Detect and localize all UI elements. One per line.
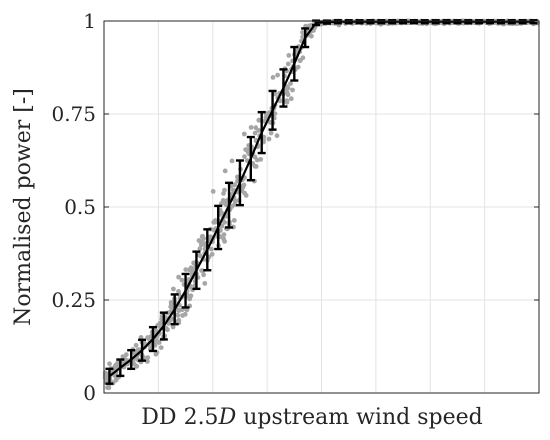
x-axis-label-prefix: DD 2.5 bbox=[141, 405, 218, 430]
scatter-point bbox=[199, 268, 205, 273]
scatter-point bbox=[176, 274, 182, 280]
scatter-point bbox=[176, 317, 182, 323]
scatter-point bbox=[268, 130, 274, 136]
scatter-point bbox=[210, 189, 216, 194]
y-tick-label: 0 bbox=[83, 381, 96, 405]
scatter-point bbox=[221, 232, 227, 238]
scatter-point bbox=[168, 300, 174, 305]
scatter-point bbox=[243, 147, 249, 153]
scatter-point bbox=[284, 90, 290, 96]
scatter-point bbox=[120, 354, 126, 359]
scatter-point bbox=[286, 53, 292, 58]
x-axis-label: DD 2.5D upstream wind speed bbox=[141, 405, 482, 430]
scatter-point bbox=[252, 130, 258, 136]
scatter-point bbox=[170, 324, 176, 330]
scatter-point bbox=[180, 313, 185, 318]
scatter-point bbox=[288, 81, 293, 86]
scatter-point bbox=[222, 168, 228, 174]
scatter-point bbox=[221, 236, 227, 242]
y-axis-label: Normalised power [-] bbox=[11, 88, 36, 326]
scatter-point bbox=[153, 351, 159, 357]
scatter-point bbox=[183, 267, 189, 272]
scatter-point bbox=[232, 182, 238, 188]
scatter-point bbox=[188, 265, 194, 271]
scatter-point bbox=[231, 218, 237, 223]
scatter-point bbox=[252, 154, 258, 160]
scatter-point bbox=[241, 131, 247, 137]
y-tick-label: 1 bbox=[83, 9, 96, 33]
scatter-point bbox=[156, 340, 162, 345]
scatter-point bbox=[187, 296, 193, 302]
scatter-point bbox=[103, 373, 109, 379]
scatter-point bbox=[169, 305, 175, 311]
scatter-point bbox=[285, 61, 291, 67]
scatter-point bbox=[158, 345, 164, 350]
scatter-point bbox=[131, 361, 137, 367]
scatter-point bbox=[201, 236, 207, 242]
scatter-point bbox=[221, 191, 226, 196]
scatter-point bbox=[209, 251, 215, 257]
scatter-point bbox=[107, 361, 112, 367]
scatter-point bbox=[288, 96, 294, 102]
y-axis-ticks: 0 0.25 0.5 0.75 1 bbox=[51, 9, 539, 405]
scatter-point bbox=[242, 190, 248, 196]
scatter-point bbox=[145, 355, 151, 360]
scatter-point bbox=[209, 246, 214, 252]
scatter-point bbox=[242, 154, 247, 160]
scatter-point bbox=[253, 125, 259, 131]
scatter-point bbox=[135, 347, 141, 353]
scatter-point bbox=[133, 342, 139, 348]
scatter-point bbox=[202, 281, 208, 286]
scatter-point bbox=[300, 55, 306, 61]
scatter-point bbox=[241, 182, 247, 188]
scatter-point bbox=[266, 136, 272, 142]
scatter-point bbox=[165, 327, 170, 333]
scatter-point bbox=[275, 72, 280, 78]
y-tick-label: 0.25 bbox=[51, 288, 96, 312]
scatter-point bbox=[309, 33, 314, 39]
scatter-point bbox=[284, 99, 290, 105]
scatter-point bbox=[248, 125, 254, 130]
scatter-point bbox=[113, 362, 119, 367]
scatter-point bbox=[145, 359, 150, 364]
scatter-point bbox=[201, 272, 207, 278]
scatter-point bbox=[138, 335, 144, 340]
scatter-point bbox=[258, 157, 264, 162]
x-axis-label-suffix: upstream wind speed bbox=[236, 405, 483, 430]
scatter-point bbox=[166, 321, 172, 326]
scatter-point bbox=[176, 289, 181, 294]
x-axis-label-italic-d: D bbox=[218, 405, 237, 430]
scatter-point bbox=[256, 117, 262, 123]
scatter-point bbox=[270, 75, 276, 80]
scatter-point bbox=[230, 187, 236, 193]
mean-line bbox=[108, 20, 534, 378]
scatter-point bbox=[253, 164, 259, 169]
scatter-point bbox=[179, 277, 185, 283]
scatter-point bbox=[145, 335, 151, 340]
y-tick-label: 0.75 bbox=[51, 102, 96, 126]
scatter-point bbox=[290, 87, 295, 93]
scatter-point bbox=[222, 220, 228, 225]
binned-mean-series bbox=[105, 19, 538, 385]
scatter-point bbox=[106, 385, 112, 391]
scatter-point bbox=[274, 133, 280, 139]
scatter-point bbox=[197, 246, 203, 252]
scatter-point bbox=[211, 227, 217, 233]
scatter-point bbox=[229, 158, 235, 164]
scatter-point bbox=[198, 253, 204, 259]
y-tick-label: 0.5 bbox=[64, 195, 96, 219]
scatter-point bbox=[175, 312, 181, 318]
scatter-point bbox=[153, 327, 158, 333]
scatter-point bbox=[300, 30, 305, 35]
scatter-point bbox=[198, 240, 204, 245]
scatter-point bbox=[171, 286, 176, 292]
scatter-point bbox=[184, 307, 190, 313]
